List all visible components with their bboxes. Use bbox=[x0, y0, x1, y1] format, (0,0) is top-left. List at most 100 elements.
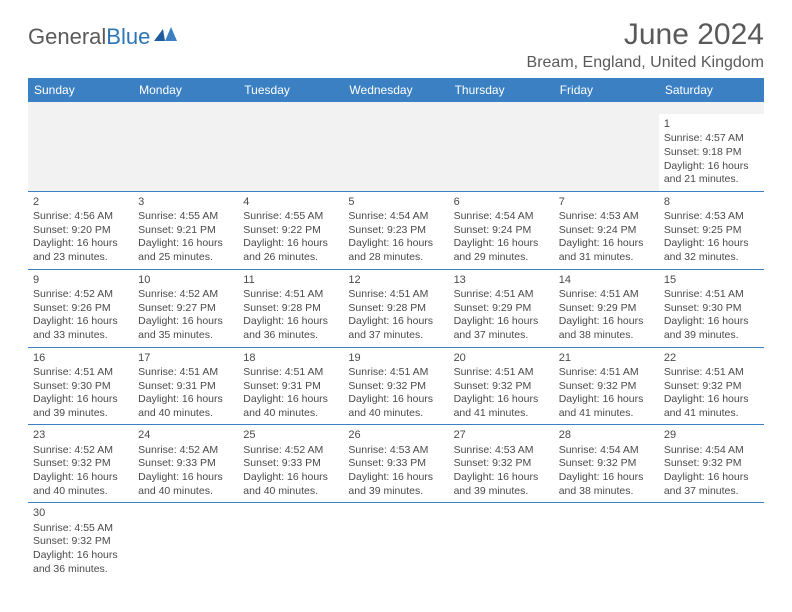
week-row: 1Sunrise: 4:57 AMSunset: 9:18 PMDaylight… bbox=[28, 114, 764, 192]
week-row: 30Sunrise: 4:55 AMSunset: 9:32 PMDayligh… bbox=[28, 503, 764, 580]
blank-cell bbox=[449, 503, 554, 580]
sunset-text: Sunset: 9:32 PM bbox=[348, 380, 443, 394]
sunrise-text: Sunrise: 4:53 AM bbox=[559, 210, 654, 224]
blank-cell bbox=[238, 102, 343, 114]
sunset-text: Sunset: 9:31 PM bbox=[138, 380, 233, 394]
day-cell: 20Sunrise: 4:51 AMSunset: 9:32 PMDayligh… bbox=[449, 348, 554, 425]
daylight-text: Daylight: 16 hours bbox=[559, 471, 654, 485]
daylight-text: Daylight: 16 hours bbox=[348, 237, 443, 251]
blank-cell bbox=[133, 503, 238, 580]
daylight-text: and 23 minutes. bbox=[33, 251, 128, 265]
day-number: 2 bbox=[33, 195, 128, 209]
sunrise-text: Sunrise: 4:52 AM bbox=[138, 444, 233, 458]
sunset-text: Sunset: 9:26 PM bbox=[33, 302, 128, 316]
daylight-text: and 37 minutes. bbox=[664, 485, 759, 499]
day-number: 19 bbox=[348, 351, 443, 365]
sunset-text: Sunset: 9:21 PM bbox=[138, 224, 233, 238]
week-row: 16Sunrise: 4:51 AMSunset: 9:30 PMDayligh… bbox=[28, 348, 764, 426]
day-number: 10 bbox=[138, 273, 233, 287]
daylight-text: and 29 minutes. bbox=[454, 251, 549, 265]
blank-cell bbox=[133, 114, 238, 191]
daylight-text: Daylight: 16 hours bbox=[348, 393, 443, 407]
daylight-text: and 32 minutes. bbox=[664, 251, 759, 265]
daylight-text: and 35 minutes. bbox=[138, 329, 233, 343]
sunrise-text: Sunrise: 4:51 AM bbox=[664, 288, 759, 302]
daylight-text: Daylight: 16 hours bbox=[664, 237, 759, 251]
dow-cell: Sunday bbox=[28, 78, 133, 102]
daylight-text: Daylight: 16 hours bbox=[138, 315, 233, 329]
sunset-text: Sunset: 9:33 PM bbox=[138, 457, 233, 471]
daylight-text: and 40 minutes. bbox=[243, 407, 338, 421]
day-cell: 15Sunrise: 4:51 AMSunset: 9:30 PMDayligh… bbox=[659, 270, 764, 347]
day-cell: 5Sunrise: 4:54 AMSunset: 9:23 PMDaylight… bbox=[343, 192, 448, 269]
sunset-text: Sunset: 9:32 PM bbox=[559, 457, 654, 471]
day-cell: 26Sunrise: 4:53 AMSunset: 9:33 PMDayligh… bbox=[343, 425, 448, 502]
daylight-text: and 40 minutes. bbox=[348, 407, 443, 421]
day-cell: 25Sunrise: 4:52 AMSunset: 9:33 PMDayligh… bbox=[238, 425, 343, 502]
day-number: 23 bbox=[33, 428, 128, 442]
blank-cell bbox=[238, 503, 343, 580]
sunrise-text: Sunrise: 4:51 AM bbox=[664, 366, 759, 380]
sunrise-text: Sunrise: 4:51 AM bbox=[348, 366, 443, 380]
day-number: 15 bbox=[664, 273, 759, 287]
sunrise-text: Sunrise: 4:54 AM bbox=[454, 210, 549, 224]
daylight-text: Daylight: 16 hours bbox=[559, 393, 654, 407]
day-cell: 14Sunrise: 4:51 AMSunset: 9:29 PMDayligh… bbox=[554, 270, 659, 347]
day-number: 29 bbox=[664, 428, 759, 442]
daylight-text: Daylight: 16 hours bbox=[454, 315, 549, 329]
dow-cell: Friday bbox=[554, 78, 659, 102]
sunrise-text: Sunrise: 4:51 AM bbox=[243, 288, 338, 302]
day-cell: 16Sunrise: 4:51 AMSunset: 9:30 PMDayligh… bbox=[28, 348, 133, 425]
daylight-text: and 39 minutes. bbox=[454, 485, 549, 499]
daylight-text: Daylight: 16 hours bbox=[243, 471, 338, 485]
blank-cell bbox=[554, 102, 659, 114]
sunset-text: Sunset: 9:32 PM bbox=[559, 380, 654, 394]
sunrise-text: Sunrise: 4:53 AM bbox=[664, 210, 759, 224]
day-cell: 17Sunrise: 4:51 AMSunset: 9:31 PMDayligh… bbox=[133, 348, 238, 425]
week-row: 9Sunrise: 4:52 AMSunset: 9:26 PMDaylight… bbox=[28, 270, 764, 348]
sunrise-text: Sunrise: 4:51 AM bbox=[138, 366, 233, 380]
dow-cell: Monday bbox=[133, 78, 238, 102]
month-title: June 2024 bbox=[527, 18, 764, 52]
blank-cell bbox=[659, 503, 764, 580]
sunset-text: Sunset: 9:32 PM bbox=[454, 457, 549, 471]
sunrise-text: Sunrise: 4:55 AM bbox=[33, 522, 128, 536]
sunset-text: Sunset: 9:33 PM bbox=[348, 457, 443, 471]
daylight-text: and 41 minutes. bbox=[559, 407, 654, 421]
day-cell: 1Sunrise: 4:57 AMSunset: 9:18 PMDaylight… bbox=[659, 114, 764, 191]
sunset-text: Sunset: 9:20 PM bbox=[33, 224, 128, 238]
day-cell: 9Sunrise: 4:52 AMSunset: 9:26 PMDaylight… bbox=[28, 270, 133, 347]
blank-cell bbox=[343, 114, 448, 191]
day-number: 14 bbox=[559, 273, 654, 287]
day-cell: 29Sunrise: 4:54 AMSunset: 9:32 PMDayligh… bbox=[659, 425, 764, 502]
daylight-text: and 37 minutes. bbox=[348, 329, 443, 343]
sunset-text: Sunset: 9:25 PM bbox=[664, 224, 759, 238]
sunset-text: Sunset: 9:32 PM bbox=[33, 535, 128, 549]
day-of-week-header: SundayMondayTuesdayWednesdayThursdayFrid… bbox=[28, 78, 764, 102]
sunset-text: Sunset: 9:32 PM bbox=[664, 457, 759, 471]
blank-cell bbox=[449, 114, 554, 191]
day-number: 17 bbox=[138, 351, 233, 365]
daylight-text: and 40 minutes. bbox=[138, 485, 233, 499]
sunset-text: Sunset: 9:27 PM bbox=[138, 302, 233, 316]
logo: GeneralBlue bbox=[28, 24, 179, 50]
blank-cell bbox=[449, 102, 554, 114]
sunset-text: Sunset: 9:24 PM bbox=[559, 224, 654, 238]
sunrise-text: Sunrise: 4:51 AM bbox=[559, 366, 654, 380]
sunrise-text: Sunrise: 4:53 AM bbox=[454, 444, 549, 458]
day-number: 7 bbox=[559, 195, 654, 209]
blank-cell bbox=[343, 102, 448, 114]
title-block: June 2024 Bream, England, United Kingdom bbox=[527, 18, 764, 72]
day-number: 11 bbox=[243, 273, 338, 287]
dow-cell: Saturday bbox=[659, 78, 764, 102]
daylight-text: and 26 minutes. bbox=[243, 251, 338, 265]
sunset-text: Sunset: 9:18 PM bbox=[664, 146, 759, 160]
daylight-text: and 39 minutes. bbox=[664, 329, 759, 343]
blank-cell bbox=[554, 503, 659, 580]
day-cell: 3Sunrise: 4:55 AMSunset: 9:21 PMDaylight… bbox=[133, 192, 238, 269]
sunset-text: Sunset: 9:30 PM bbox=[664, 302, 759, 316]
sunset-text: Sunset: 9:33 PM bbox=[243, 457, 338, 471]
daylight-text: Daylight: 16 hours bbox=[664, 393, 759, 407]
daylight-text: and 40 minutes. bbox=[243, 485, 338, 499]
daylight-text: Daylight: 16 hours bbox=[348, 471, 443, 485]
